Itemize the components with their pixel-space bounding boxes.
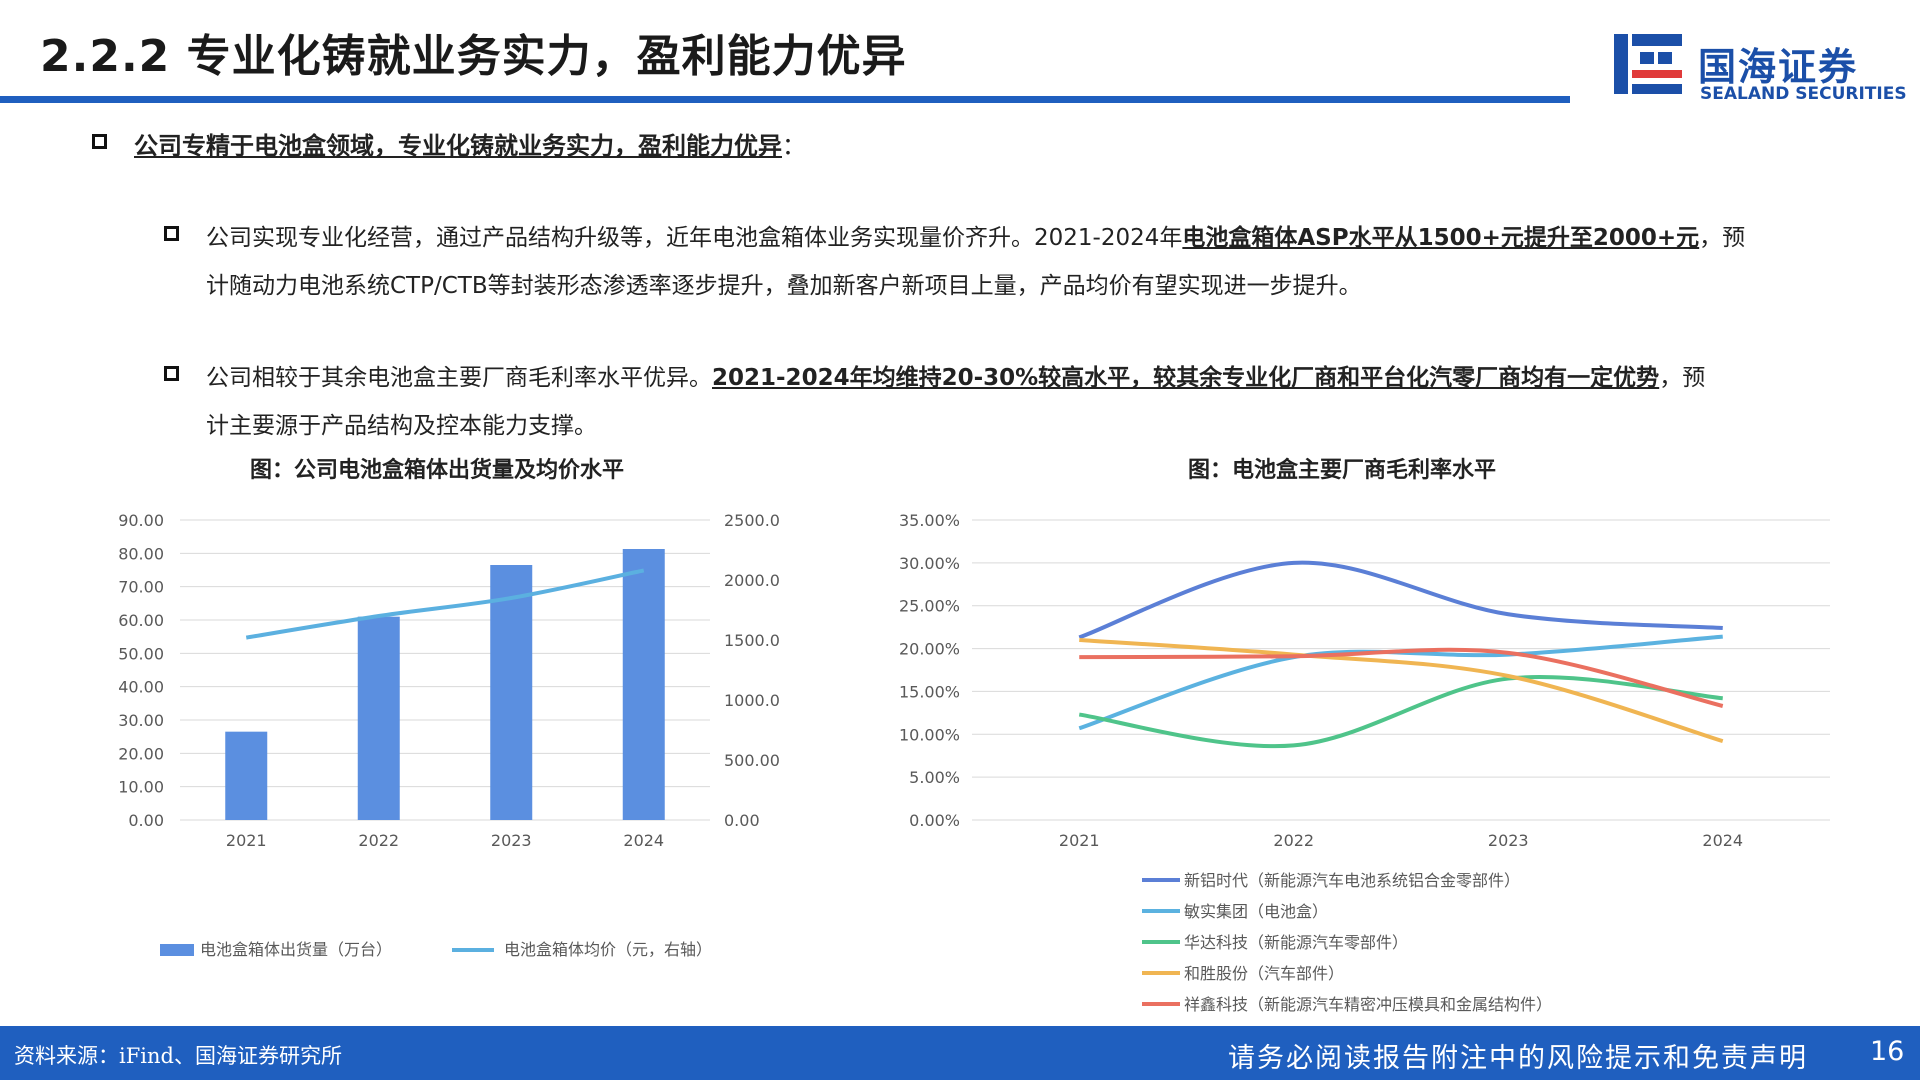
y-tick-label: 5.00% xyxy=(909,768,960,787)
y-tick-label: 25.00% xyxy=(899,597,960,616)
main-bullet-tail: ： xyxy=(782,132,806,160)
bullet-1-post: ，预 xyxy=(1699,225,1746,251)
main-bullet-text: 公司专精于电池盒领域，专业化铸就业务实力，盈利能力优异 xyxy=(134,132,782,160)
sealand-logo-mark-icon xyxy=(1614,34,1682,94)
bullet-2-line-2: 计主要源于产品结构及控本能力支撑。 xyxy=(206,413,597,439)
footer-disclaimer: 请务必阅读报告附注中的风险提示和免责声明 xyxy=(1228,1043,1808,1074)
title-rule xyxy=(0,96,1570,103)
y-tick-label: 20.00% xyxy=(899,640,960,659)
y-tick-label: 10.00% xyxy=(899,725,960,744)
y-left-tick-label: 60.00 xyxy=(118,611,164,630)
bar-shipment xyxy=(622,549,665,820)
line-series xyxy=(1078,675,1723,749)
y-right-tick-label: 2000.00 xyxy=(724,571,780,590)
line-series xyxy=(1079,647,1724,708)
bullet-square-icon xyxy=(164,226,179,241)
footer-bar: 资料来源：iFind、国海证券研究所 请务必阅读报告附注中的风险提示和免责声明 … xyxy=(0,1026,1920,1080)
y-right-tick-label: 500.00 xyxy=(724,751,780,770)
y-right-tick-label: 2500.00 xyxy=(724,511,780,530)
x-tick-label: 2024 xyxy=(623,831,664,850)
bar-shipment xyxy=(225,731,268,820)
y-right-tick-label: 1000.00 xyxy=(724,691,780,710)
y-right-tick-label: 0.00 xyxy=(724,811,760,830)
legend-label: 祥鑫科技（新能源汽车精密冲压模具和金属结构件） xyxy=(1184,995,1552,1014)
bullet-1-pre: 公司实现专业化经营，通过产品结构升级等，近年电池盒箱体业务实现量价齐升。2021… xyxy=(206,225,1183,251)
chart-shipment-asp: 0.00 10.00 20.00 30.00 40.00 50.00 60.00 70.00 8… xyxy=(118,511,780,959)
y-tick-label: 0.00% xyxy=(909,811,960,830)
y-tick-label: 30.00% xyxy=(899,554,960,573)
chart-gross-margin: 0.00% 5.00% 10.00% 15.00% 20.00% 25.00% 30.00%… xyxy=(899,511,1830,1014)
y-tick-label: 15.00% xyxy=(899,682,960,701)
y-left-tick-label: 40.00 xyxy=(118,678,164,697)
y-left-tick-label: 50.00 xyxy=(118,644,164,663)
line-series xyxy=(1078,560,1723,640)
page-title: 2.2.2 专业化铸就业务实力，盈利能力优异 xyxy=(40,31,907,82)
sealand-logo: 国海证券 SEALAND SECURITIES xyxy=(1610,28,1907,108)
x-tick-label: 2023 xyxy=(491,831,532,850)
bullet-1-highlight: 电池盒箱体ASP水平从1500+元提升至2000+元 xyxy=(1182,225,1700,251)
bullet-2-highlight: 2021-2024年均维持20-30%较高水平，较其余专业化厂商和平台化汽零厂商… xyxy=(712,365,1660,391)
legend-label-asp: 电池盒箱体均价（元，右轴） xyxy=(504,940,712,959)
x-tick-label: 2023 xyxy=(1488,831,1529,850)
x-tick-label: 2024 xyxy=(1702,831,1743,850)
bullet-2-post: ，预 xyxy=(1659,365,1706,391)
y-left-tick-label: 30.00 xyxy=(118,711,164,730)
logo-text-cn: 国海证券 xyxy=(1698,45,1859,89)
bullet-1-line-1: 公司实现专业化经营，通过产品结构升级等，近年电池盒箱体业务实现量价齐升。2021… xyxy=(206,218,1745,252)
legend-label: 新铝时代（新能源汽车电池系统铝合金零部件） xyxy=(1184,871,1520,890)
bullet-1-line-2: 计随动力电池系统CTP/CTB等封装形态渗透率逐步提升，叠加新客户新项目上量，产… xyxy=(206,273,1362,299)
y-right-tick-label: 1500.00 xyxy=(724,631,780,650)
bullet-square-icon xyxy=(164,366,179,381)
x-tick-label: 2022 xyxy=(1273,831,1314,850)
line-series xyxy=(1079,638,1724,744)
x-tick-label: 2021 xyxy=(1059,831,1100,850)
chart-2-title: 图：电池盒主要厂商毛利率水平 xyxy=(1188,458,1497,483)
main-bullet: 公司专精于电池盒领域，专业化铸就业务实力，盈利能力优异： xyxy=(134,126,806,161)
y-left-tick-label: 10.00 xyxy=(118,778,164,797)
legend-label: 华达科技（新能源汽车零部件） xyxy=(1184,933,1408,952)
legend-label: 和胜股份（汽车部件） xyxy=(1184,964,1344,983)
bar-shipment xyxy=(357,616,400,820)
y-tick-label: 35.00% xyxy=(899,511,960,530)
y-left-tick-label: 90.00 xyxy=(118,511,164,530)
bullet-2-pre: 公司相较于其余电池盒主要厂商毛利率水平优异。 xyxy=(206,365,712,391)
page-number: 16 xyxy=(1870,1036,1905,1067)
x-tick-label: 2021 xyxy=(226,831,267,850)
x-tick-label: 2022 xyxy=(358,831,399,850)
logo-text-en: SEALAND SECURITIES xyxy=(1700,84,1907,104)
bar-shipment xyxy=(490,565,533,820)
line-asp xyxy=(245,568,645,640)
legend-label-shipment: 电池盒箱体出货量（万台） xyxy=(200,940,392,959)
y-left-tick-label: 0.00 xyxy=(128,811,164,830)
bullet-square-icon xyxy=(92,134,107,149)
bullet-2-line-1: 公司相较于其余电池盒主要厂商毛利率水平优异。2021-2024年均维持20-30… xyxy=(206,358,1705,392)
legend-label: 敏实集团（电池盒） xyxy=(1184,902,1328,921)
legend-swatch-shipment xyxy=(160,944,194,956)
y-left-tick-label: 80.00 xyxy=(118,544,164,563)
y-left-tick-label: 70.00 xyxy=(118,578,164,597)
footer-source: 资料来源：iFind、国海证券研究所 xyxy=(14,1044,342,1068)
y-left-tick-label: 20.00 xyxy=(118,744,164,763)
chart-1-title: 图：公司电池盒箱体出货量及均价水平 xyxy=(250,458,625,483)
